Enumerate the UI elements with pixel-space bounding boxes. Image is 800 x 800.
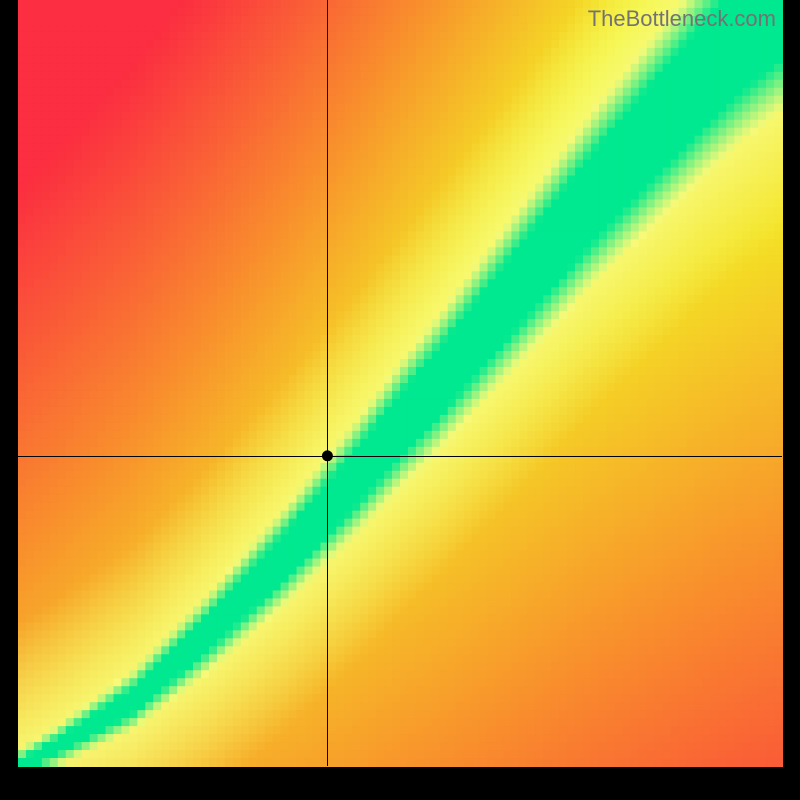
heatmap-canvas bbox=[0, 0, 800, 800]
chart-container: TheBottleneck.com bbox=[0, 0, 800, 800]
